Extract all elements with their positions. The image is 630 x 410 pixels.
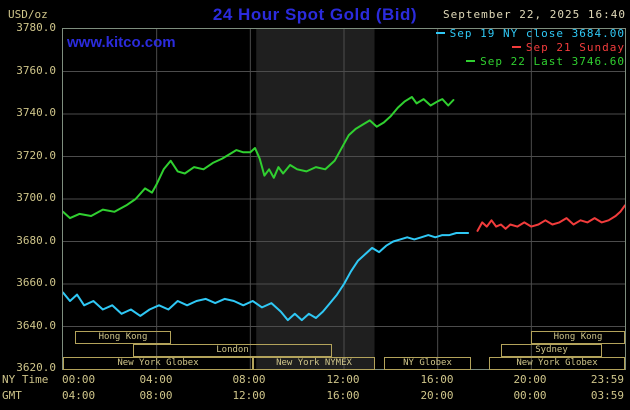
y-axis-tick-label: 3620.0 xyxy=(16,361,56,374)
x-axis-tick-label-ny: 16:00 xyxy=(420,373,454,386)
y-axis-tick-label: 3760.0 xyxy=(16,64,56,77)
x-axis-tick-label-ny: 00:00 xyxy=(62,373,96,386)
x-axis-tick-label-ny: 08:00 xyxy=(232,373,266,386)
x-axis-tick-label-gmt: 20:00 xyxy=(420,389,454,402)
x-axis-tick-label-ny: 12:00 xyxy=(326,373,360,386)
legend-label: Sep 22 Last 3746.60 xyxy=(480,54,625,68)
legend-dash-icon xyxy=(435,32,445,34)
x-axis-tick-label-gmt: 08:00 xyxy=(139,389,173,402)
y-axis-tick-label: 3720.0 xyxy=(16,149,56,162)
session-box-new-york-globex-4: New York Globex xyxy=(63,357,253,370)
legend-item-sep21: Sep 21 Sunday xyxy=(436,40,625,54)
legend-item-sep19: Sep 19 NY close 3684.00 xyxy=(435,26,625,40)
price-lines-canvas xyxy=(63,29,625,369)
x-axis-caption-nytime: NY Time xyxy=(2,373,49,386)
legend-item-sep22: Sep 22 Last 3746.60 xyxy=(436,54,625,68)
kitco-watermark-link[interactable]: www.kitco.com xyxy=(67,34,176,51)
x-axis-tick-label-gmt: 00:00 xyxy=(513,389,547,402)
y-axis-tick-label: 3780.0 xyxy=(16,21,56,34)
chart-title: 24 Hour Spot Gold (Bid) xyxy=(212,5,418,24)
x-axis-tick-label-ny: 04:00 xyxy=(139,373,173,386)
x-axis-tick-label-gmt: 16:00 xyxy=(326,389,360,402)
session-box-new-york-globex-7: New York Globex xyxy=(489,357,625,370)
session-box-new-york-nymex-5: New York NYMEX xyxy=(253,357,375,370)
price-line-2 xyxy=(63,96,455,220)
legend-dash-icon xyxy=(466,60,476,62)
legend-label: Sep 21 Sunday xyxy=(525,40,625,54)
x-axis-tick-label-gmt: 12:00 xyxy=(232,389,266,402)
y-axis-tick-label: 3700.0 xyxy=(16,191,56,204)
chart-datetime: September 22, 2025 16:40 xyxy=(443,8,626,21)
session-box-london-2: London xyxy=(133,344,332,357)
plot-area: Hong Kong Hong Kong London Sydney New York G… xyxy=(62,28,626,370)
y-axis-tick-label: 3680.0 xyxy=(16,234,56,247)
x-axis-tick-label-ny: 20:00 xyxy=(513,373,547,386)
x-axis-caption-gmt: GMT xyxy=(2,389,22,402)
x-axis-tick-label-gmt: 03:59 xyxy=(590,389,624,402)
session-box-ny-globex-6: NY Globex xyxy=(384,357,471,370)
price-line-0 xyxy=(63,232,470,322)
session-box-hong-kong-1: Hong Kong xyxy=(531,331,625,344)
legend-dash-icon xyxy=(511,46,521,48)
x-axis-tick-label-gmt: 04:00 xyxy=(62,389,96,402)
session-box-sydney-3: Sydney xyxy=(501,344,602,357)
legend-label: Sep 19 NY close 3684.00 xyxy=(449,26,625,40)
price-line-1 xyxy=(476,204,625,232)
session-box-hong-kong-0: Hong Kong xyxy=(75,331,171,344)
y-axis-unit-label: USD/oz xyxy=(8,8,48,21)
y-axis-tick-label: 3640.0 xyxy=(16,319,56,332)
legend: Sep 19 NY close 3684.00 Sep 21 Sunday Se… xyxy=(435,26,625,68)
y-axis-tick-label: 3740.0 xyxy=(16,106,56,119)
y-axis-tick-label: 3660.0 xyxy=(16,276,56,289)
x-axis-tick-label-ny: 23:59 xyxy=(590,373,624,386)
